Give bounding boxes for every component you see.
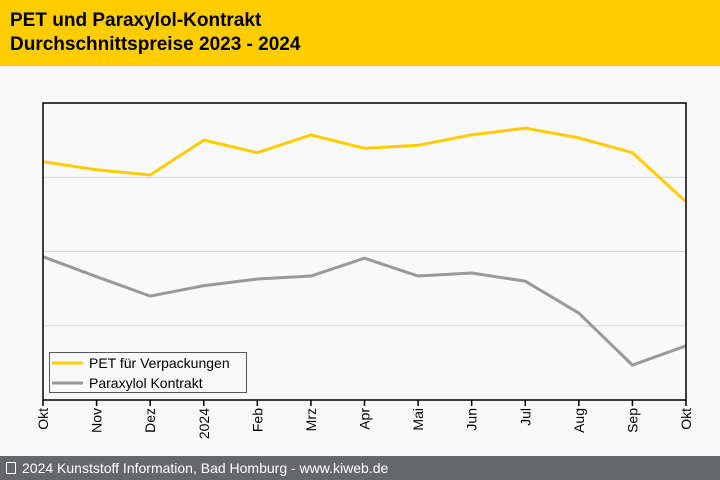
copyright-icon — [6, 462, 16, 474]
x-tick-label: 2024 — [196, 408, 212, 439]
x-tick-label: Jul — [517, 408, 533, 426]
line-chart: Okt Nov Dez 2024 Feb Mrz Apr Mai Jun Jul Aug Sep Okt… — [35, 102, 694, 439]
chart-title-line1: PET und Paraxylol-Kontrakt — [10, 10, 262, 31]
x-tick-label: Jun — [464, 408, 480, 431]
x-tick-label: Apr — [357, 408, 373, 430]
chart-title-line2: Durchschnittspreise 2023 - 2024 — [10, 34, 301, 55]
x-tick-label: Okt — [35, 408, 51, 430]
header-banner: PET und Paraxylol-Kontrakt Durchschnitts… — [0, 0, 720, 66]
x-tick-label: Dez — [142, 408, 158, 433]
x-tick-label: Mai — [410, 408, 426, 431]
footer-credit: 2024 Kunststoff Information, Bad Homburg… — [22, 460, 389, 476]
legend: PET für Verpackungen Paraxylol Kontrakt — [49, 352, 247, 393]
legend-box — [49, 352, 247, 393]
legend-label-pet: PET für Verpackungen — [89, 355, 230, 371]
x-tick-label: Feb — [249, 408, 265, 432]
x-tick-label: Aug — [571, 408, 587, 433]
legend-label-paraxylol: Paraxylol Kontrakt — [89, 375, 203, 391]
x-tick-label: Okt — [678, 408, 694, 430]
x-tick-label: Mrz — [303, 408, 319, 431]
footer-bar: 2024 Kunststoff Information, Bad Homburg… — [0, 456, 720, 480]
x-tick-label: Nov — [89, 408, 105, 433]
x-tick-label: Sep — [624, 408, 640, 433]
series-line-paraxylol — [42, 255, 687, 367]
